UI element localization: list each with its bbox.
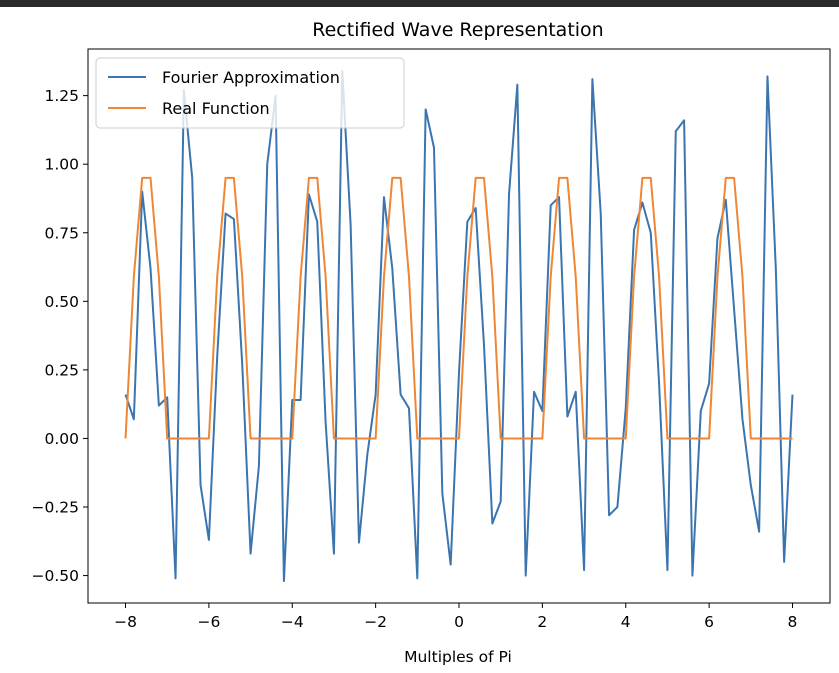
- x-tick-label: 8: [788, 613, 798, 631]
- y-axis: −0.50 −0.25 0.00 0.25 0.50 0.75 1.00 1.25: [32, 87, 88, 585]
- legend-box: [95, 57, 405, 129]
- x-tick-label: 0: [454, 613, 464, 631]
- x-tick-label: −8: [114, 613, 137, 631]
- chart-title: Rectified Wave Representation: [312, 19, 603, 41]
- axes-frame: [87, 48, 831, 604]
- x-axis: −8 −6 −4 −2 0 2 4 6 8: [114, 603, 797, 631]
- series-line-real: [124, 176, 793, 440]
- legend: Fourier Approximation Real Function: [95, 57, 405, 129]
- y-tick-label: 1.25: [44, 87, 79, 105]
- x-tick-label: 6: [704, 613, 714, 631]
- y-tick-label: 0.00: [44, 430, 79, 448]
- legend-label-fourier: Fourier Approximation: [162, 68, 340, 87]
- x-tick-label: 4: [621, 613, 631, 631]
- x-axis-label: Multiples of Pi: [404, 648, 512, 666]
- x-tick-label: −4: [281, 613, 304, 631]
- x-tick-label: −6: [197, 613, 220, 631]
- series-line-fourier: [124, 69, 794, 583]
- x-tick-label: 2: [537, 613, 547, 631]
- y-tick-label: 0.25: [44, 361, 79, 379]
- y-tick-label: −0.50: [32, 567, 80, 585]
- series-layer: [124, 69, 794, 583]
- plot-area: [87, 48, 831, 604]
- x-tick-label: −2: [364, 613, 387, 631]
- y-tick-label: −0.25: [32, 499, 80, 517]
- window-top-bar: [0, 0, 839, 7]
- legend-label-real: Real Function: [162, 99, 270, 118]
- y-tick-label: 1.00: [44, 156, 79, 174]
- y-tick-label: 0.50: [44, 293, 79, 311]
- y-tick-label: 0.75: [44, 224, 79, 242]
